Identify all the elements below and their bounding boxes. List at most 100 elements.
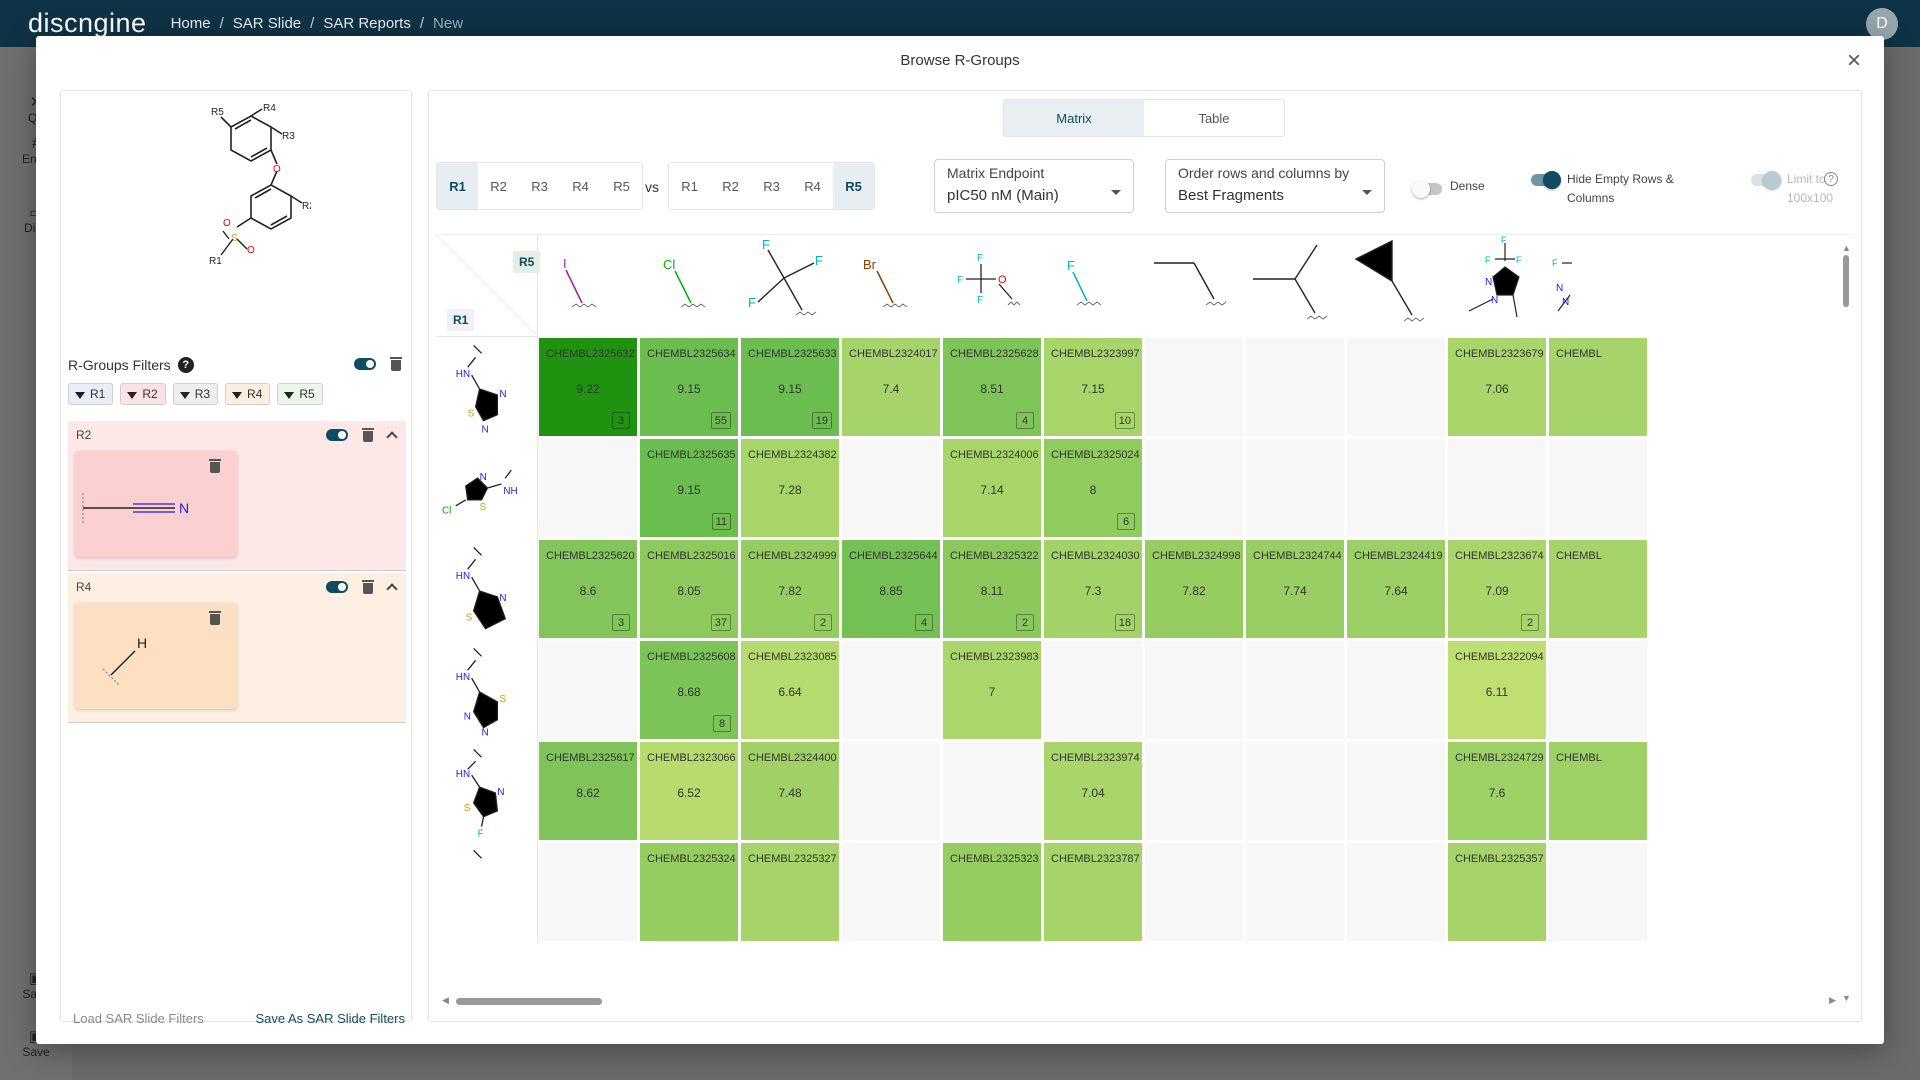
col-rgroup-r4[interactable]: R4 (804, 178, 821, 194)
matrix-cell[interactable]: CHEMBL2324998 7.82 (1145, 540, 1243, 638)
help-icon[interactable]: ? (177, 357, 194, 373)
avatar[interactable]: D (1866, 8, 1898, 40)
compound-count-badge[interactable]: 4 (915, 614, 933, 631)
compound-count-badge[interactable]: 2 (1521, 614, 1539, 631)
horizontal-scrollbar[interactable]: ◀ ▶ (442, 995, 1836, 1006)
matrix-cell[interactable]: CHEMBL2323983 7 (943, 641, 1041, 739)
compound-count-badge[interactable]: 3 (612, 614, 630, 631)
compound-count-badge[interactable]: 55 (710, 412, 731, 429)
row-rgroup-r4[interactable]: R4 (572, 178, 589, 194)
limit-switch[interactable]: Limit to 100x100 (1751, 170, 1841, 208)
row-rgroup-r2[interactable]: R2 (490, 178, 507, 194)
matrix-cell[interactable]: CHEMBL2324400 7.48 (741, 742, 839, 840)
scroll-down-icon[interactable]: ▼ (1842, 993, 1851, 1003)
matrix-cell[interactable]: CHEMBL2325635 9.15 11 (640, 439, 738, 537)
matrix-cell[interactable]: CHEMBL2325024 8 6 (1044, 439, 1142, 537)
compound-count-badge[interactable]: 18 (1114, 614, 1135, 631)
row-header-thiadiazole-amine[interactable]: HN N S N (436, 337, 538, 438)
breadcrumb-home[interactable]: Home (170, 15, 211, 32)
trash-icon[interactable] (209, 459, 221, 473)
toggle-icon[interactable] (354, 358, 376, 370)
compound-count-badge[interactable]: 10 (1114, 412, 1135, 429)
chip-r2[interactable]: R2 (120, 383, 166, 405)
matrix-cell[interactable]: CHEMBL2323085 6.64 (741, 641, 839, 739)
matrix-cell[interactable]: CHEMBL2324006 7.14 (943, 439, 1041, 537)
compound-count-badge[interactable]: 4 (1016, 412, 1034, 429)
matrix-cell[interactable]: CHEMBL2323674 7.09 2 (1448, 540, 1546, 638)
scrollbar-thumb[interactable] (1843, 255, 1849, 307)
matrix-cell[interactable]: CHEMBL2325617 8.62 (539, 742, 637, 840)
column-header-pyrazole-partial[interactable]: F N N (1548, 235, 1649, 337)
compound-count-badge[interactable]: 2 (1016, 614, 1034, 631)
row-rgroup-r1[interactable]: R1 (437, 163, 478, 209)
chevron-up-icon[interactable] (386, 583, 398, 595)
compound-count-badge[interactable]: 6 (1117, 513, 1135, 530)
toggle-icon[interactable] (326, 429, 348, 441)
matrix-cell[interactable]: CHEMBL2324030 7.3 18 (1044, 540, 1142, 638)
matrix-cell[interactable]: CHEMBL (1549, 742, 1647, 840)
dense-toggle[interactable] (1412, 180, 1442, 198)
matrix-cell[interactable]: CHEMBL2325357 (1448, 843, 1546, 941)
column-header-isopropyl[interactable] (1245, 235, 1346, 337)
matrix-cell[interactable]: CHEMBL2324999 7.82 2 (741, 540, 839, 638)
compound-count-badge[interactable]: 37 (710, 614, 731, 631)
scrollbar-thumb[interactable] (456, 998, 602, 1005)
column-header-iodo[interactable]: I (538, 235, 639, 337)
matrix-cell[interactable]: CHEMBL2325620 8.6 3 (539, 540, 637, 638)
row-header-partial[interactable] (436, 842, 538, 943)
matrix-cell[interactable]: CHEMBL2324419 7.64 (1347, 540, 1445, 638)
column-header-chloro[interactable]: Cl (639, 235, 740, 337)
close-icon[interactable]: × (1846, 47, 1861, 74)
matrix-cell[interactable]: CHEMBL2325633 9.15 19 (741, 338, 839, 436)
chip-r1[interactable]: R1 (68, 383, 114, 405)
row-header-thiazole-amine[interactable]: HN N S (436, 539, 538, 640)
trash-icon[interactable] (209, 611, 221, 625)
col-rgroup-r3[interactable]: R3 (763, 178, 780, 194)
column-header-trifluoromethyl-pyrazole[interactable]: F F F N N (1447, 235, 1548, 337)
column-header-cyclopropyl[interactable] (1346, 235, 1447, 337)
compound-count-badge[interactable]: 8 (713, 715, 731, 732)
matrix-cell[interactable]: CHEMBL2325632 9.22 3 (539, 338, 637, 436)
row-header-fluorothiazole-amine[interactable]: HN N S F (436, 741, 538, 842)
save-filters-button[interactable]: Save As SAR Slide Filters (255, 1011, 405, 1026)
chip-r4[interactable]: R4 (225, 383, 271, 405)
dense-switch[interactable]: Dense (1412, 179, 1485, 198)
matrix-cell[interactable]: CHEMBL2323974 7.04 (1044, 742, 1142, 840)
scroll-up-icon[interactable]: ▲ (1842, 243, 1851, 253)
matrix-cell[interactable]: CHEMBL2323679 7.06 (1448, 338, 1546, 436)
limit-toggle[interactable] (1751, 171, 1781, 189)
matrix-cell[interactable]: CHEMBL2325323 (943, 843, 1041, 941)
toggle-icon[interactable] (326, 581, 348, 593)
vertical-scrollbar[interactable]: ▲ ▼ (1842, 243, 1851, 1003)
matrix-cell[interactable]: CHEMBL2323787 (1044, 843, 1142, 941)
scroll-right-icon[interactable]: ▶ (1829, 995, 1836, 1005)
row-rgroup-r5[interactable]: R5 (613, 178, 630, 194)
trash-icon[interactable] (390, 357, 402, 371)
matrix-cell[interactable]: CHEMBL2324382 7.28 (741, 439, 839, 537)
filter-fragment[interactable]: H (75, 603, 237, 709)
col-rgroup-r5[interactable]: R5 (833, 163, 874, 209)
matrix-cell[interactable]: CHEMBL (1549, 540, 1647, 638)
matrix-cell[interactable]: CHEMBL2325628 8.51 4 (943, 338, 1041, 436)
matrix-cell[interactable]: CHEMBL2325634 9.15 55 (640, 338, 738, 436)
order-by-select[interactable]: Order rows and columns by Best Fragments (1165, 159, 1385, 213)
column-header-fluoro[interactable]: F (1043, 235, 1144, 337)
compound-count-badge[interactable]: 2 (814, 614, 832, 631)
column-header-bromo[interactable]: Br (841, 235, 942, 337)
matrix-cell[interactable]: CHEMBL2324017 7.4 (842, 338, 940, 436)
hide-empty-toggle[interactable] (1531, 171, 1561, 189)
matrix-endpoint-select[interactable]: Matrix Endpoint pIC50 nM (Main) (934, 159, 1134, 213)
trash-icon[interactable] (362, 428, 374, 442)
chip-r3[interactable]: R3 (172, 383, 219, 405)
matrix-cell[interactable]: CHEMBL2325324 (640, 843, 738, 941)
matrix-cell[interactable]: CHEMBL (1549, 338, 1647, 436)
matrix-cell[interactable]: CHEMBL2323997 7.15 10 (1044, 338, 1142, 436)
compound-count-badge[interactable]: 3 (612, 412, 630, 429)
load-filters-button[interactable]: Load SAR Slide Filters (73, 1011, 204, 1026)
row-header-chlorothiazole-amine[interactable]: N NH S Cl (436, 438, 538, 539)
tab-table[interactable]: Table (1198, 110, 1230, 126)
trash-icon[interactable] (362, 580, 374, 594)
matrix-cell[interactable]: CHEMBL2325644 8.85 4 (842, 540, 940, 638)
chevron-up-icon[interactable] (386, 431, 398, 443)
hide-empty-switch[interactable]: Hide Empty Rows & Columns (1531, 170, 1691, 208)
